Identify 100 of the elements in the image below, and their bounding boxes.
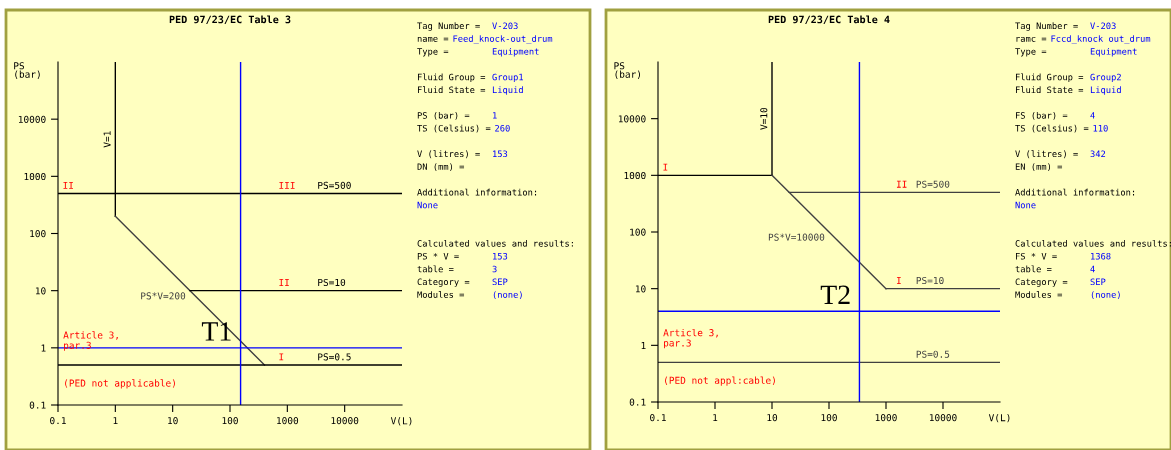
text: Additional information: <box>1015 188 1135 196</box>
series-label: PS=10 <box>916 276 944 285</box>
x-tick-label: 100 <box>222 417 238 425</box>
category-label: table = <box>417 265 454 273</box>
x-tick-label: 10000 <box>929 414 957 422</box>
category-label: ramc = <box>1016 36 1047 42</box>
annotation: (PED not appl:cable) <box>665 376 775 386</box>
category-label: TS (Celsius) = <box>417 124 491 133</box>
x-tick-label: 10000 <box>331 417 359 425</box>
series-label: PS=500 <box>916 180 950 188</box>
annotation: II <box>896 180 907 188</box>
text: 1 <box>493 112 497 119</box>
text: SEP <box>492 278 508 286</box>
y-axis-title: PS (bar) <box>14 62 40 79</box>
y-tick-label: 10 <box>35 287 46 295</box>
text: Equipment <box>492 47 539 57</box>
y-tick-label: 100 <box>30 230 46 238</box>
text: V=1 <box>103 131 111 148</box>
annotation: III <box>279 181 295 189</box>
text: Liquid <box>1090 86 1121 95</box>
y-tick-label: 1000 <box>24 172 46 181</box>
series-label: PS=0.5 <box>318 353 351 361</box>
text: 4 <box>1090 112 1095 119</box>
y-tick-label: 100 <box>630 228 646 236</box>
y-tick-label: 10000 <box>618 115 646 123</box>
annotation: I <box>279 353 284 361</box>
text: Calculated values and results: <box>1015 239 1171 247</box>
text: 342 <box>1090 150 1106 158</box>
category-label: Fluid State = <box>1016 86 1084 94</box>
category-label: PS (bar) = <box>417 111 470 120</box>
annotation: II <box>279 279 289 286</box>
text: V-203 <box>1090 22 1116 30</box>
y-tick-label: 1 <box>41 344 46 352</box>
ref-line-label: T2 <box>820 285 850 304</box>
y-tick-label: 1 <box>641 342 646 349</box>
text: Feed_knock-out_drum <box>453 35 553 44</box>
category-label: Fluid Group = <box>418 73 486 83</box>
category-label: name = <box>417 36 449 42</box>
text: 4 <box>1090 265 1095 273</box>
ref-line-label: T1 <box>201 322 231 341</box>
y-axis-title: PS (bar) <box>614 62 641 79</box>
y-tick-label: 10 <box>635 285 646 293</box>
category-label: FS (bar) = <box>1016 111 1068 120</box>
category-label: Type = <box>1015 48 1047 57</box>
x-tick-label: 1000 <box>875 414 897 422</box>
category-label: Tag Number = <box>417 22 480 31</box>
text: (none) <box>493 291 522 299</box>
text: 153 <box>493 252 508 260</box>
text: 3 <box>492 265 497 273</box>
category-label: Category = <box>1015 278 1068 287</box>
text: Additional information: <box>417 188 537 196</box>
category-label: V (litres) = <box>1015 150 1078 159</box>
x-tick-label: 0.1 <box>650 414 666 422</box>
x-tick-label: 100 <box>821 414 837 422</box>
text: Liquid <box>492 86 523 95</box>
text: Group2 <box>1090 73 1121 83</box>
category-label: FS * V = <box>1016 252 1057 260</box>
category-label: Fluid Group = <box>1016 73 1084 83</box>
series-label: PS=0.5 <box>916 350 950 358</box>
annotation: (PED not applicable) <box>65 379 175 389</box>
text: None <box>417 201 438 209</box>
category-label: DN (mm) = <box>417 163 465 171</box>
x-tick-label: 1000 <box>277 417 299 425</box>
annotation: I <box>896 277 901 284</box>
x-tick-label: 0.1 <box>50 417 66 425</box>
category-label: Modules = <box>1015 291 1063 298</box>
category-label: TS (Celsius) = <box>1015 124 1089 133</box>
text: (none) <box>1091 291 1120 299</box>
text: Group1 <box>492 73 524 83</box>
text: 110 <box>1093 124 1108 132</box>
series-label: PS*V=10000 <box>768 233 825 241</box>
text: 153 <box>493 150 508 158</box>
text: 1368 <box>1091 252 1111 260</box>
series-label: PS=10 <box>318 278 346 287</box>
x-axis-title: V(L) <box>988 413 1010 423</box>
text: Fccd_knock out_drum <box>1051 35 1151 44</box>
text: Equipment <box>1090 47 1137 57</box>
x-axis-title: V(L) <box>390 417 412 426</box>
category-label: Category = <box>417 278 470 287</box>
category-label: Fluid State = <box>418 86 486 94</box>
text: SEP <box>1090 278 1106 286</box>
category-label: Modules = <box>417 291 465 298</box>
category-label: table = <box>1015 265 1052 273</box>
chart-title: PED 97/23/EC Table 4 <box>768 15 890 25</box>
x-tick-label: 10 <box>168 417 178 425</box>
y-tick-label: 0.1 <box>629 398 646 406</box>
category-label: V (litres) = <box>417 150 480 159</box>
y-tick-label: 1000 <box>624 171 646 180</box>
category-label: Tag Number = <box>1015 22 1078 31</box>
annotation: I <box>663 163 668 171</box>
series-label: PS*V=200 <box>141 292 186 300</box>
chart-title: PED 97/23/EC Table 3 <box>169 15 291 25</box>
category-label: EN (mm) = <box>1015 163 1063 171</box>
series-label: PS=500 <box>318 181 351 189</box>
category-label: Type = <box>417 48 449 57</box>
text: None <box>1015 201 1036 209</box>
annotation: II <box>63 181 73 189</box>
y-tick-label: 0.1 <box>29 401 46 409</box>
text: Calculated values and results: <box>417 239 573 247</box>
category-label: PS * V = <box>417 252 459 260</box>
